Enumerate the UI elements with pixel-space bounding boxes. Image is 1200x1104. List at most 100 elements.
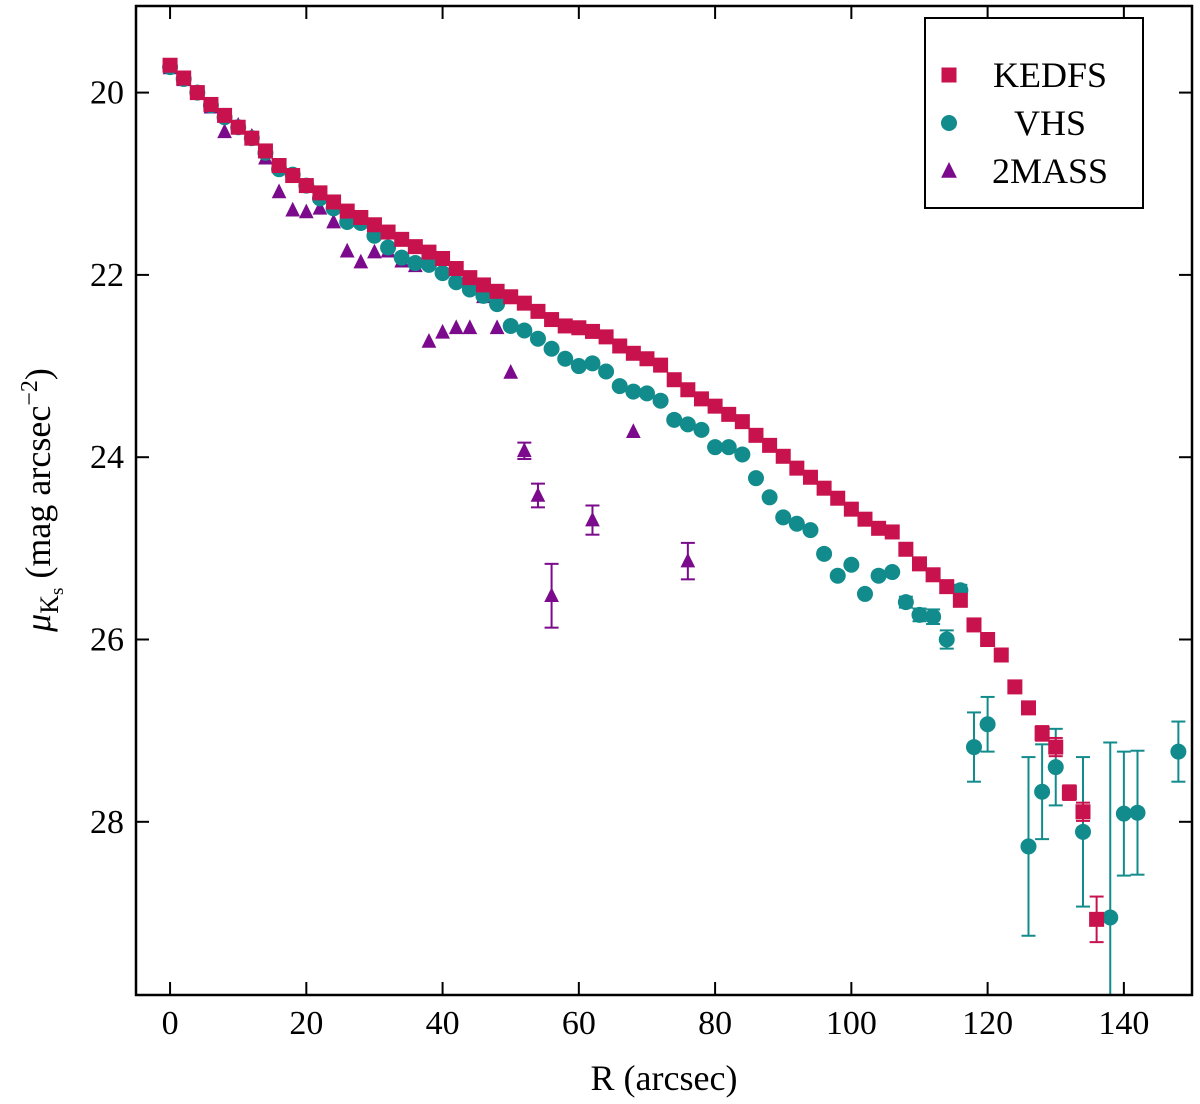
- data-point-kedfs: [1075, 804, 1091, 820]
- data-point-kedfs: [843, 501, 859, 517]
- data-point-vhs: [1047, 759, 1064, 776]
- x-axis-title: R (arcsec): [591, 1058, 738, 1098]
- data-point-kedfs: [1061, 785, 1077, 801]
- data-point-2mass: [271, 183, 287, 199]
- y-axis-unit-text: (mag arcsec: [18, 406, 58, 588]
- data-point-kedfs: [598, 329, 614, 345]
- y-tick-label: 28: [90, 804, 124, 841]
- data-point-kedfs: [734, 414, 750, 430]
- data-point-kedfs: [816, 480, 832, 496]
- data-point-kedfs: [666, 372, 682, 388]
- data-point-vhs: [1115, 805, 1132, 822]
- y-tick-label: 24: [90, 439, 124, 476]
- data-point-kedfs: [939, 579, 955, 595]
- data-point-kedfs: [435, 250, 451, 266]
- data-point-kedfs: [857, 511, 873, 527]
- x-axis: 0 20 40 60 80 100 120 140: [162, 6, 1149, 1042]
- data-point-kedfs: [421, 244, 437, 260]
- data-point-vhs: [979, 716, 996, 733]
- data-point-vhs: [829, 567, 846, 584]
- data-point-vhs: [420, 256, 437, 273]
- data-point-vhs: [393, 249, 410, 266]
- data-point-kedfs: [966, 617, 982, 633]
- data-point-vhs: [775, 509, 792, 526]
- data-point-vhs: [720, 439, 737, 456]
- data-point-2mass: [448, 319, 464, 335]
- data-point-vhs: [434, 265, 451, 282]
- data-point-kedfs: [584, 323, 600, 339]
- plot-content: [162, 57, 1187, 995]
- y-axis: 20 22 24 26 28: [90, 75, 1192, 841]
- plot-frame: [134, 4, 1194, 997]
- data-point-vhs: [584, 355, 601, 372]
- legend-label-2mass: 2MASS: [992, 151, 1108, 191]
- data-point-kedfs: [475, 277, 491, 293]
- data-point-kedfs: [1034, 725, 1050, 741]
- data-point-kedfs: [1020, 700, 1036, 716]
- data-point-vhs: [965, 739, 982, 756]
- data-point-kedfs: [721, 406, 737, 422]
- data-point-kedfs: [394, 231, 410, 247]
- data-point-2mass: [530, 487, 546, 502]
- data-point-kedfs: [462, 270, 478, 286]
- legend-box: [924, 17, 1144, 209]
- data-point-vhs: [679, 416, 696, 433]
- data-point-vhs: [543, 340, 560, 357]
- data-point-2mass: [625, 423, 641, 438]
- legend-marker-vhs: [941, 115, 957, 131]
- data-point-kedfs: [257, 143, 273, 159]
- x-tick-label: 40: [426, 1005, 460, 1042]
- data-point-kedfs: [203, 96, 219, 112]
- data-point-kedfs: [162, 57, 178, 73]
- data-point-vhs: [638, 385, 655, 402]
- data-point-vhs: [380, 239, 397, 256]
- data-point-kedfs: [557, 318, 573, 334]
- data-point-kedfs: [326, 194, 342, 210]
- data-point-vhs: [625, 383, 642, 400]
- data-point-vhs: [884, 564, 901, 581]
- x-tick-label: 140: [1098, 1005, 1149, 1042]
- data-point-kedfs: [612, 338, 628, 354]
- legend-label-vhs: VHS: [1014, 103, 1086, 143]
- data-point-vhs: [897, 594, 914, 611]
- data-point-kedfs: [775, 448, 791, 464]
- data-point-kedfs: [625, 345, 641, 361]
- x-tick-label: 80: [698, 1005, 732, 1042]
- y-tick-label: 20: [90, 75, 124, 112]
- legend-label-kedfs: KEDFS: [993, 55, 1107, 95]
- y-tick-label: 22: [90, 257, 124, 294]
- data-point-kedfs: [503, 289, 519, 305]
- data-point-kedfs: [312, 185, 328, 201]
- data-point-kedfs: [925, 567, 941, 583]
- data-point-kedfs: [544, 312, 560, 328]
- x-tick-label: 0: [162, 1005, 179, 1042]
- data-point-vhs: [1020, 838, 1037, 855]
- data-point-kedfs: [217, 107, 233, 123]
- data-point-kedfs: [653, 357, 669, 373]
- data-point-2mass: [298, 203, 314, 219]
- data-point-vhs: [761, 489, 778, 506]
- data-point-vhs: [489, 296, 506, 313]
- data-point-vhs: [734, 446, 751, 463]
- data-point-kedfs: [380, 224, 396, 240]
- data-point-vhs: [666, 411, 683, 428]
- data-point-vhs: [707, 439, 724, 456]
- data-point-2mass: [435, 323, 450, 339]
- data-point-kedfs: [898, 541, 914, 557]
- x-tick-label: 20: [289, 1005, 323, 1042]
- series-vhs: [162, 59, 1187, 995]
- data-point-vhs: [938, 631, 955, 648]
- data-point-vhs: [570, 358, 587, 375]
- data-point-vhs: [1074, 823, 1091, 840]
- data-point-kedfs: [271, 158, 287, 174]
- legend-marker-kedfs: [941, 67, 957, 83]
- data-point-vhs: [816, 545, 833, 562]
- data-point-vhs: [802, 522, 819, 539]
- data-point-kedfs: [830, 490, 846, 506]
- legend: KEDFS VHS 2MASS: [924, 17, 1144, 209]
- data-point-vhs: [529, 330, 546, 347]
- data-point-kedfs: [339, 203, 355, 219]
- y-axis-title: μKs (mag arcsec−2): [17, 368, 68, 633]
- data-point-vhs: [911, 606, 928, 623]
